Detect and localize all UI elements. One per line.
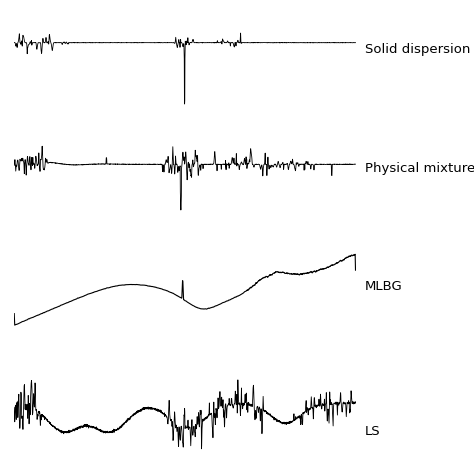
Text: MLBG: MLBG [365, 280, 403, 293]
Text: LS: LS [365, 425, 381, 438]
Text: Solid dispersion: Solid dispersion [365, 43, 470, 56]
Text: Physical mixture: Physical mixture [365, 162, 474, 175]
